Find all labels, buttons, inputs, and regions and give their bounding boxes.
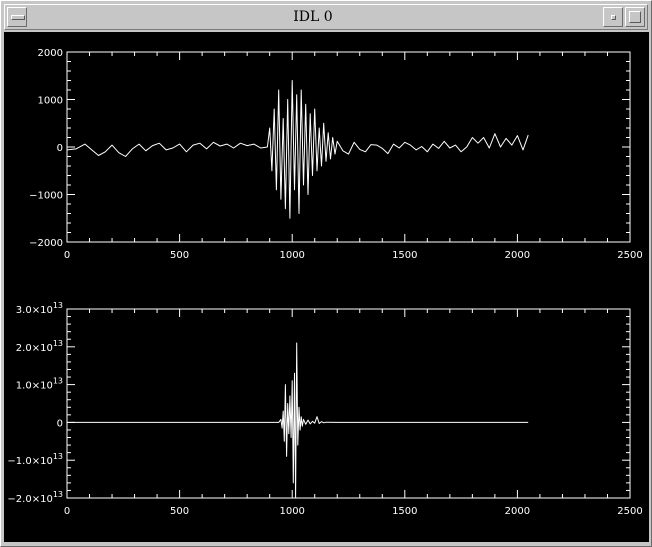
x-tick-label: 2500 bbox=[617, 250, 642, 261]
x-tick-label: 1000 bbox=[279, 506, 304, 517]
x-tick-label: 2000 bbox=[505, 250, 530, 261]
window-menu-button[interactable] bbox=[7, 7, 27, 27]
y-tick-label: 0 bbox=[57, 143, 63, 154]
top-plot-waveform: 0 500 1000 1500 2000 2500 −2000 −1000 0 1000 2000 bbox=[29, 48, 643, 261]
x-tick-label: 0 bbox=[64, 506, 70, 517]
x-tick-label: 500 bbox=[170, 250, 189, 261]
window-title: IDL 0 bbox=[293, 9, 333, 25]
plot-frame bbox=[66, 308, 631, 499]
minimize-icon bbox=[611, 15, 616, 20]
x-tick-label: 1500 bbox=[392, 250, 417, 261]
y-tick-label: −1000 bbox=[29, 191, 63, 202]
y-tick-label: 3.0×1013 bbox=[16, 301, 63, 316]
x-tick-label: 500 bbox=[170, 506, 189, 517]
series-line bbox=[67, 342, 529, 499]
y-tick-label: 1.0×1013 bbox=[16, 377, 63, 392]
maximize-button[interactable] bbox=[625, 7, 645, 27]
plot-svg: 0 500 1000 1500 2000 2500−2000−1000010002000 … bbox=[7, 48, 643, 517]
bottom-plot-transform: 0 500 1000 1500 2000 2500 −2.0×1013 −1.0×1013 0 1… bbox=[7, 301, 642, 517]
series-line bbox=[66, 80, 529, 219]
y-tick-label: −2.0×1013 bbox=[7, 490, 63, 505]
y-tick-label: 0 bbox=[57, 418, 63, 429]
x-tick-label: 1000 bbox=[279, 250, 304, 261]
maximize-icon bbox=[629, 11, 641, 23]
y-tick-label: −2000 bbox=[29, 238, 63, 249]
y-tick-label: −1.0×1013 bbox=[7, 452, 63, 467]
x-tick-label: 1500 bbox=[392, 506, 417, 517]
window-menu-icon bbox=[11, 15, 25, 20]
x-tick-label: 2500 bbox=[617, 506, 642, 517]
y-tick-label: 2000 bbox=[38, 48, 63, 59]
plot-canvas: 0 500 1000 1500 2000 2500 −2000 −1000 0 1000 2000 … bbox=[4, 32, 649, 542]
x-tick-label: 0 bbox=[64, 250, 70, 261]
title-bar[interactable]: IDL 0 bbox=[4, 4, 648, 30]
y-tick-label: 1000 bbox=[38, 96, 63, 107]
y-tick-label: 2.0×1013 bbox=[16, 339, 63, 354]
x-tick-label: 2000 bbox=[505, 506, 530, 517]
minimize-button[interactable] bbox=[603, 7, 623, 27]
